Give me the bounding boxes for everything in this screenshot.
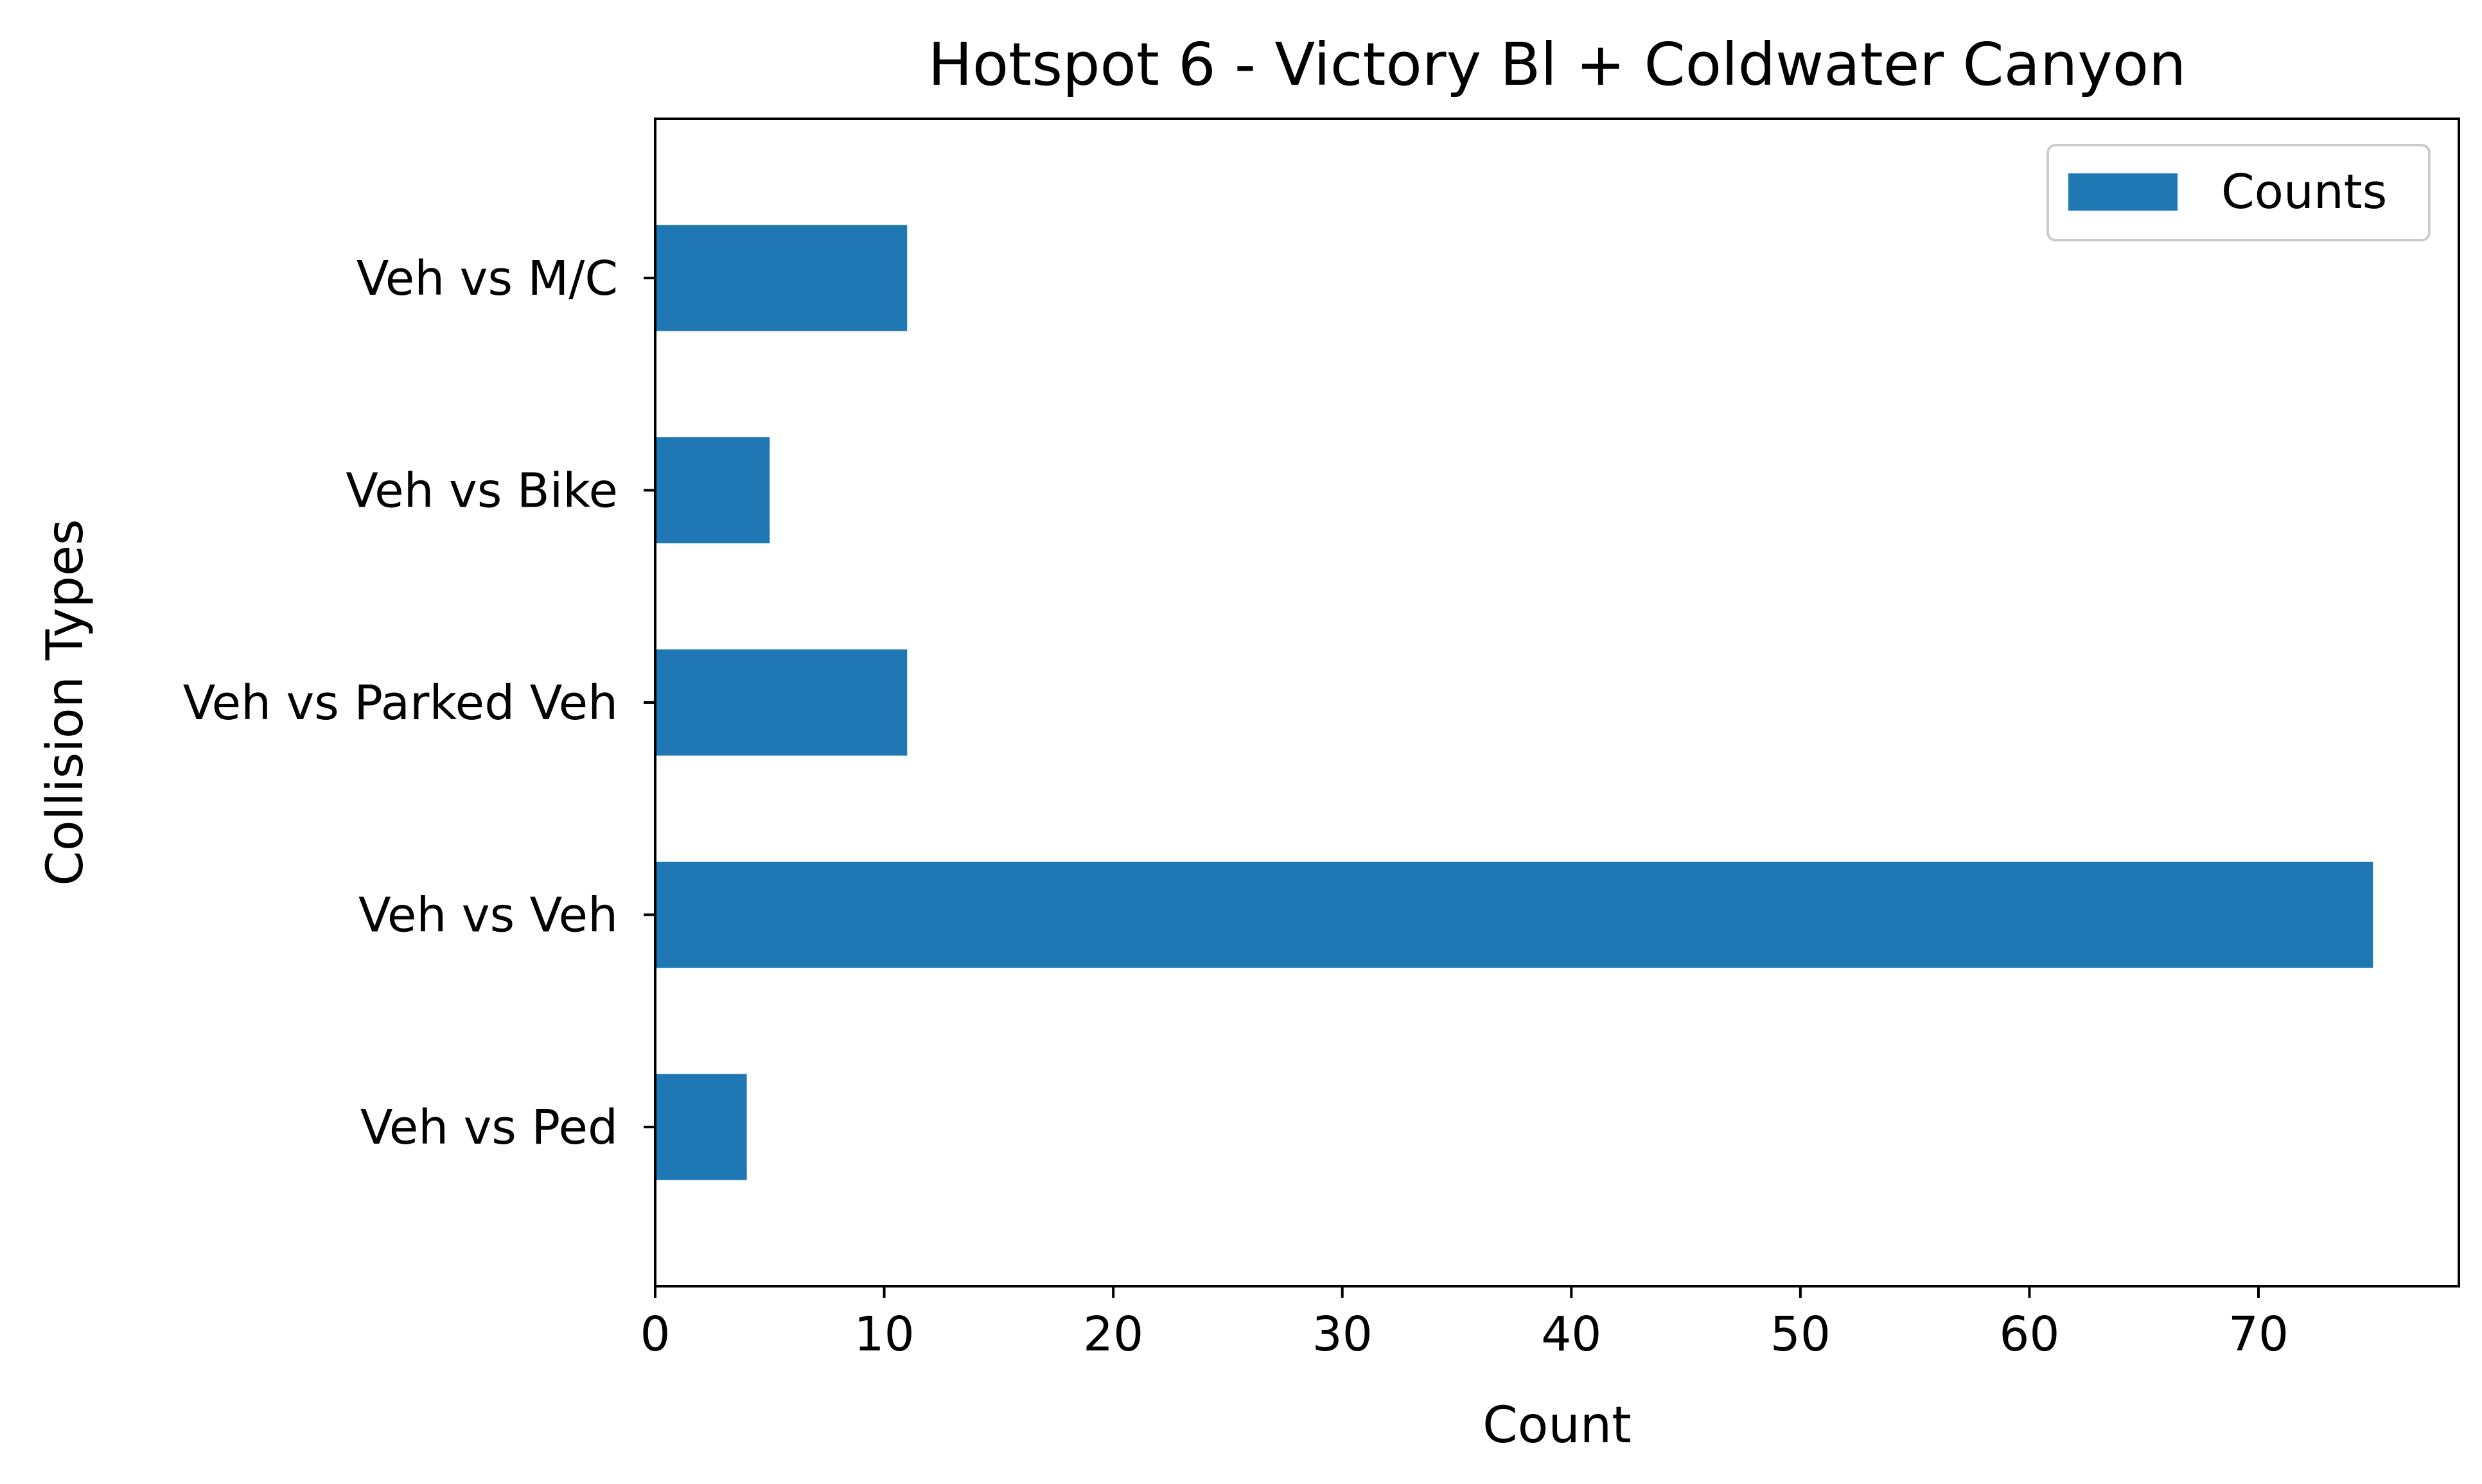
chart-title: Hotspot 6 - Victory Bl + Coldwater Canyo… <box>928 30 2187 99</box>
y-axis: Veh vs Ped Veh vs Veh Veh vs Parked Veh Veh… <box>183 251 655 1155</box>
y-tick-label-veh-vs-veh: Veh vs Veh <box>358 888 618 943</box>
x-axis: 0 10 20 30 40 50 60 70 <box>640 1286 2289 1362</box>
legend-swatch <box>2068 173 2178 211</box>
y-tick-label-veh-vs-ped: Veh vs Ped <box>360 1100 618 1155</box>
x-tick-label-0: 0 <box>640 1307 670 1362</box>
plot-frame <box>654 118 2460 1288</box>
bar-veh-vs-veh <box>655 861 2373 968</box>
x-tick-label-70: 70 <box>2228 1307 2289 1362</box>
x-tick-label-50: 50 <box>1770 1307 1831 1362</box>
x-tick-label-10: 10 <box>854 1307 914 1362</box>
y-axis-label: Collision Types <box>37 519 94 886</box>
bar-veh-vs-parked-veh <box>655 649 908 756</box>
x-tick-label-60: 60 <box>1999 1307 2059 1362</box>
legend-label: Counts <box>2221 164 2387 220</box>
x-axis-label: Count <box>1483 1397 1632 1454</box>
legend-box <box>2046 144 2431 241</box>
y-tick-label-veh-vs-parked-veh: Veh vs Parked Veh <box>183 676 618 731</box>
y-tick-label-veh-vs-m-c: Veh vs M/C <box>356 251 618 306</box>
bars-group <box>655 225 2373 1180</box>
legend: Counts <box>2046 144 2431 241</box>
bar-veh-vs-ped <box>655 1074 747 1180</box>
x-tick-label-40: 40 <box>1541 1307 1601 1362</box>
bar-veh-vs-bike <box>655 437 770 544</box>
x-tick-label-20: 20 <box>1083 1307 1143 1362</box>
bar-veh-vs-m-c <box>655 225 908 331</box>
x-tick-label-30: 30 <box>1312 1307 1373 1362</box>
y-tick-label-veh-vs-bike: Veh vs Bike <box>346 463 618 518</box>
